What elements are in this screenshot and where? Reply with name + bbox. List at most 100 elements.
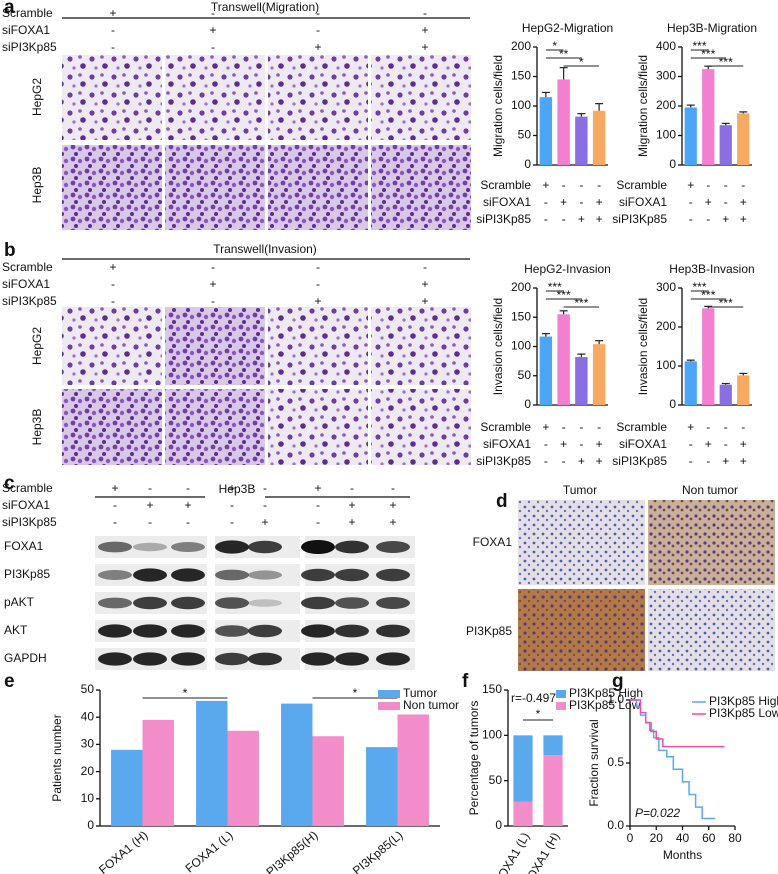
condition-sign: - (544, 212, 548, 226)
significance-label: ** (559, 47, 569, 61)
condition-label: Scramble (616, 178, 667, 192)
y-tick-label: 200 (656, 319, 676, 333)
blot-band (98, 570, 132, 580)
legend-label: Tumor (403, 686, 437, 700)
bar (196, 700, 228, 826)
condition-sign: + (705, 195, 712, 209)
micrograph (165, 55, 265, 140)
cell-line-label: Hep3B (30, 167, 44, 204)
condition-sign: + (314, 294, 321, 308)
condition-sign: - (724, 195, 728, 209)
blot-band (171, 542, 205, 552)
y-tick-label: 50 (518, 128, 532, 142)
bar (227, 730, 259, 826)
legend-swatch (556, 690, 566, 698)
protein-label: PI3Kp85 (4, 567, 50, 581)
y-tick-label: 0 (524, 397, 531, 411)
cell-line-label: HepG2 (30, 327, 44, 365)
survival-curve (630, 699, 716, 820)
significance-label: *** (719, 296, 733, 310)
condition-sign: - (316, 277, 320, 291)
blot-band (98, 652, 132, 666)
condition-sign: - (706, 212, 710, 226)
condition-sign: - (706, 420, 710, 434)
significance-label: *** (692, 280, 706, 294)
ihc-images (518, 500, 775, 671)
condition-sign: - (316, 260, 320, 274)
y-tick-label: 20 (81, 764, 95, 778)
condition-sign: + (722, 454, 729, 468)
y-tick-label: 10 (81, 791, 95, 805)
bar (366, 747, 398, 826)
bar (719, 125, 732, 165)
legend-label: Non tumor (403, 698, 459, 712)
y-tick-label: 200 (511, 39, 531, 53)
condition-label: siFOXA1 (619, 195, 667, 209)
migration-images (62, 55, 471, 230)
condition-label: Scramble (2, 6, 53, 20)
condition-sign: + (596, 454, 603, 468)
y-axis-label: Migration cells/field (636, 55, 650, 157)
significance-label: *** (557, 288, 571, 302)
bar (557, 79, 570, 165)
y-tick-label: 0.5 (607, 755, 624, 769)
micrograph (268, 145, 368, 230)
bar (575, 357, 588, 405)
y-tick-label: 0 (669, 397, 676, 411)
blot-band (215, 625, 249, 637)
condition-sign: + (389, 498, 396, 512)
condition-sign: + (348, 498, 355, 512)
condition-label: siPI3Kp85 (476, 212, 531, 226)
condition-sign: - (597, 178, 601, 192)
blot-title: Hep3B (219, 482, 256, 496)
annotation: r=-0.497 (511, 691, 556, 705)
condition-sign: + (109, 260, 116, 274)
bar (702, 308, 715, 405)
ihc-image (648, 589, 775, 671)
condition-sign: - (186, 481, 190, 495)
condition-sign: - (562, 454, 566, 468)
significance-label: *** (692, 39, 706, 53)
y-tick-label: 50 (81, 682, 95, 696)
condition-sign: + (596, 195, 603, 209)
x-tick-label: 20 (650, 831, 664, 845)
condition-sign: + (261, 515, 268, 529)
condition-sign: - (544, 454, 548, 468)
y-tick-label: 0 (87, 818, 94, 832)
panel-label: a (4, 0, 15, 18)
y-axis-label: Patients number (50, 714, 64, 801)
x-tick-label: FOXA1 (L) (492, 830, 533, 874)
micrograph (268, 389, 368, 465)
condition-sign: - (579, 420, 583, 434)
condition-label: Scramble (480, 420, 531, 434)
condition-sign: + (705, 437, 712, 451)
blot-band (215, 540, 249, 554)
condition-sign: + (578, 454, 585, 468)
condition-sign: - (562, 420, 566, 434)
chart-title: Hep3B-Invasion (669, 262, 754, 276)
condition-sign: - (689, 195, 693, 209)
chart-title: HepG2-Migration (522, 21, 613, 35)
blot-band (98, 541, 132, 553)
legend-label: PI3Kp85 High (569, 686, 643, 700)
bar (142, 719, 174, 826)
cell-line-label: Hep3B (30, 409, 44, 446)
bar (737, 375, 750, 405)
blot-band (301, 652, 335, 666)
condition-sign: - (544, 195, 548, 209)
y-axis-label: Fraction survival (587, 719, 601, 806)
survival-curve (630, 699, 725, 748)
blot-band (248, 540, 282, 554)
condition-sign: - (579, 195, 583, 209)
condition-sign: - (211, 260, 215, 274)
condition-sign: - (706, 454, 710, 468)
micrograph (371, 145, 471, 230)
condition-label: siPI3Kp85 (612, 454, 667, 468)
y-tick-label: 40 (81, 709, 95, 723)
condition-sign: - (316, 498, 320, 512)
panel-title: Transwell(Migration) (211, 0, 319, 14)
ihc-column: Non tumor (682, 483, 738, 497)
bar (397, 714, 429, 826)
condition-sign: + (722, 212, 729, 226)
